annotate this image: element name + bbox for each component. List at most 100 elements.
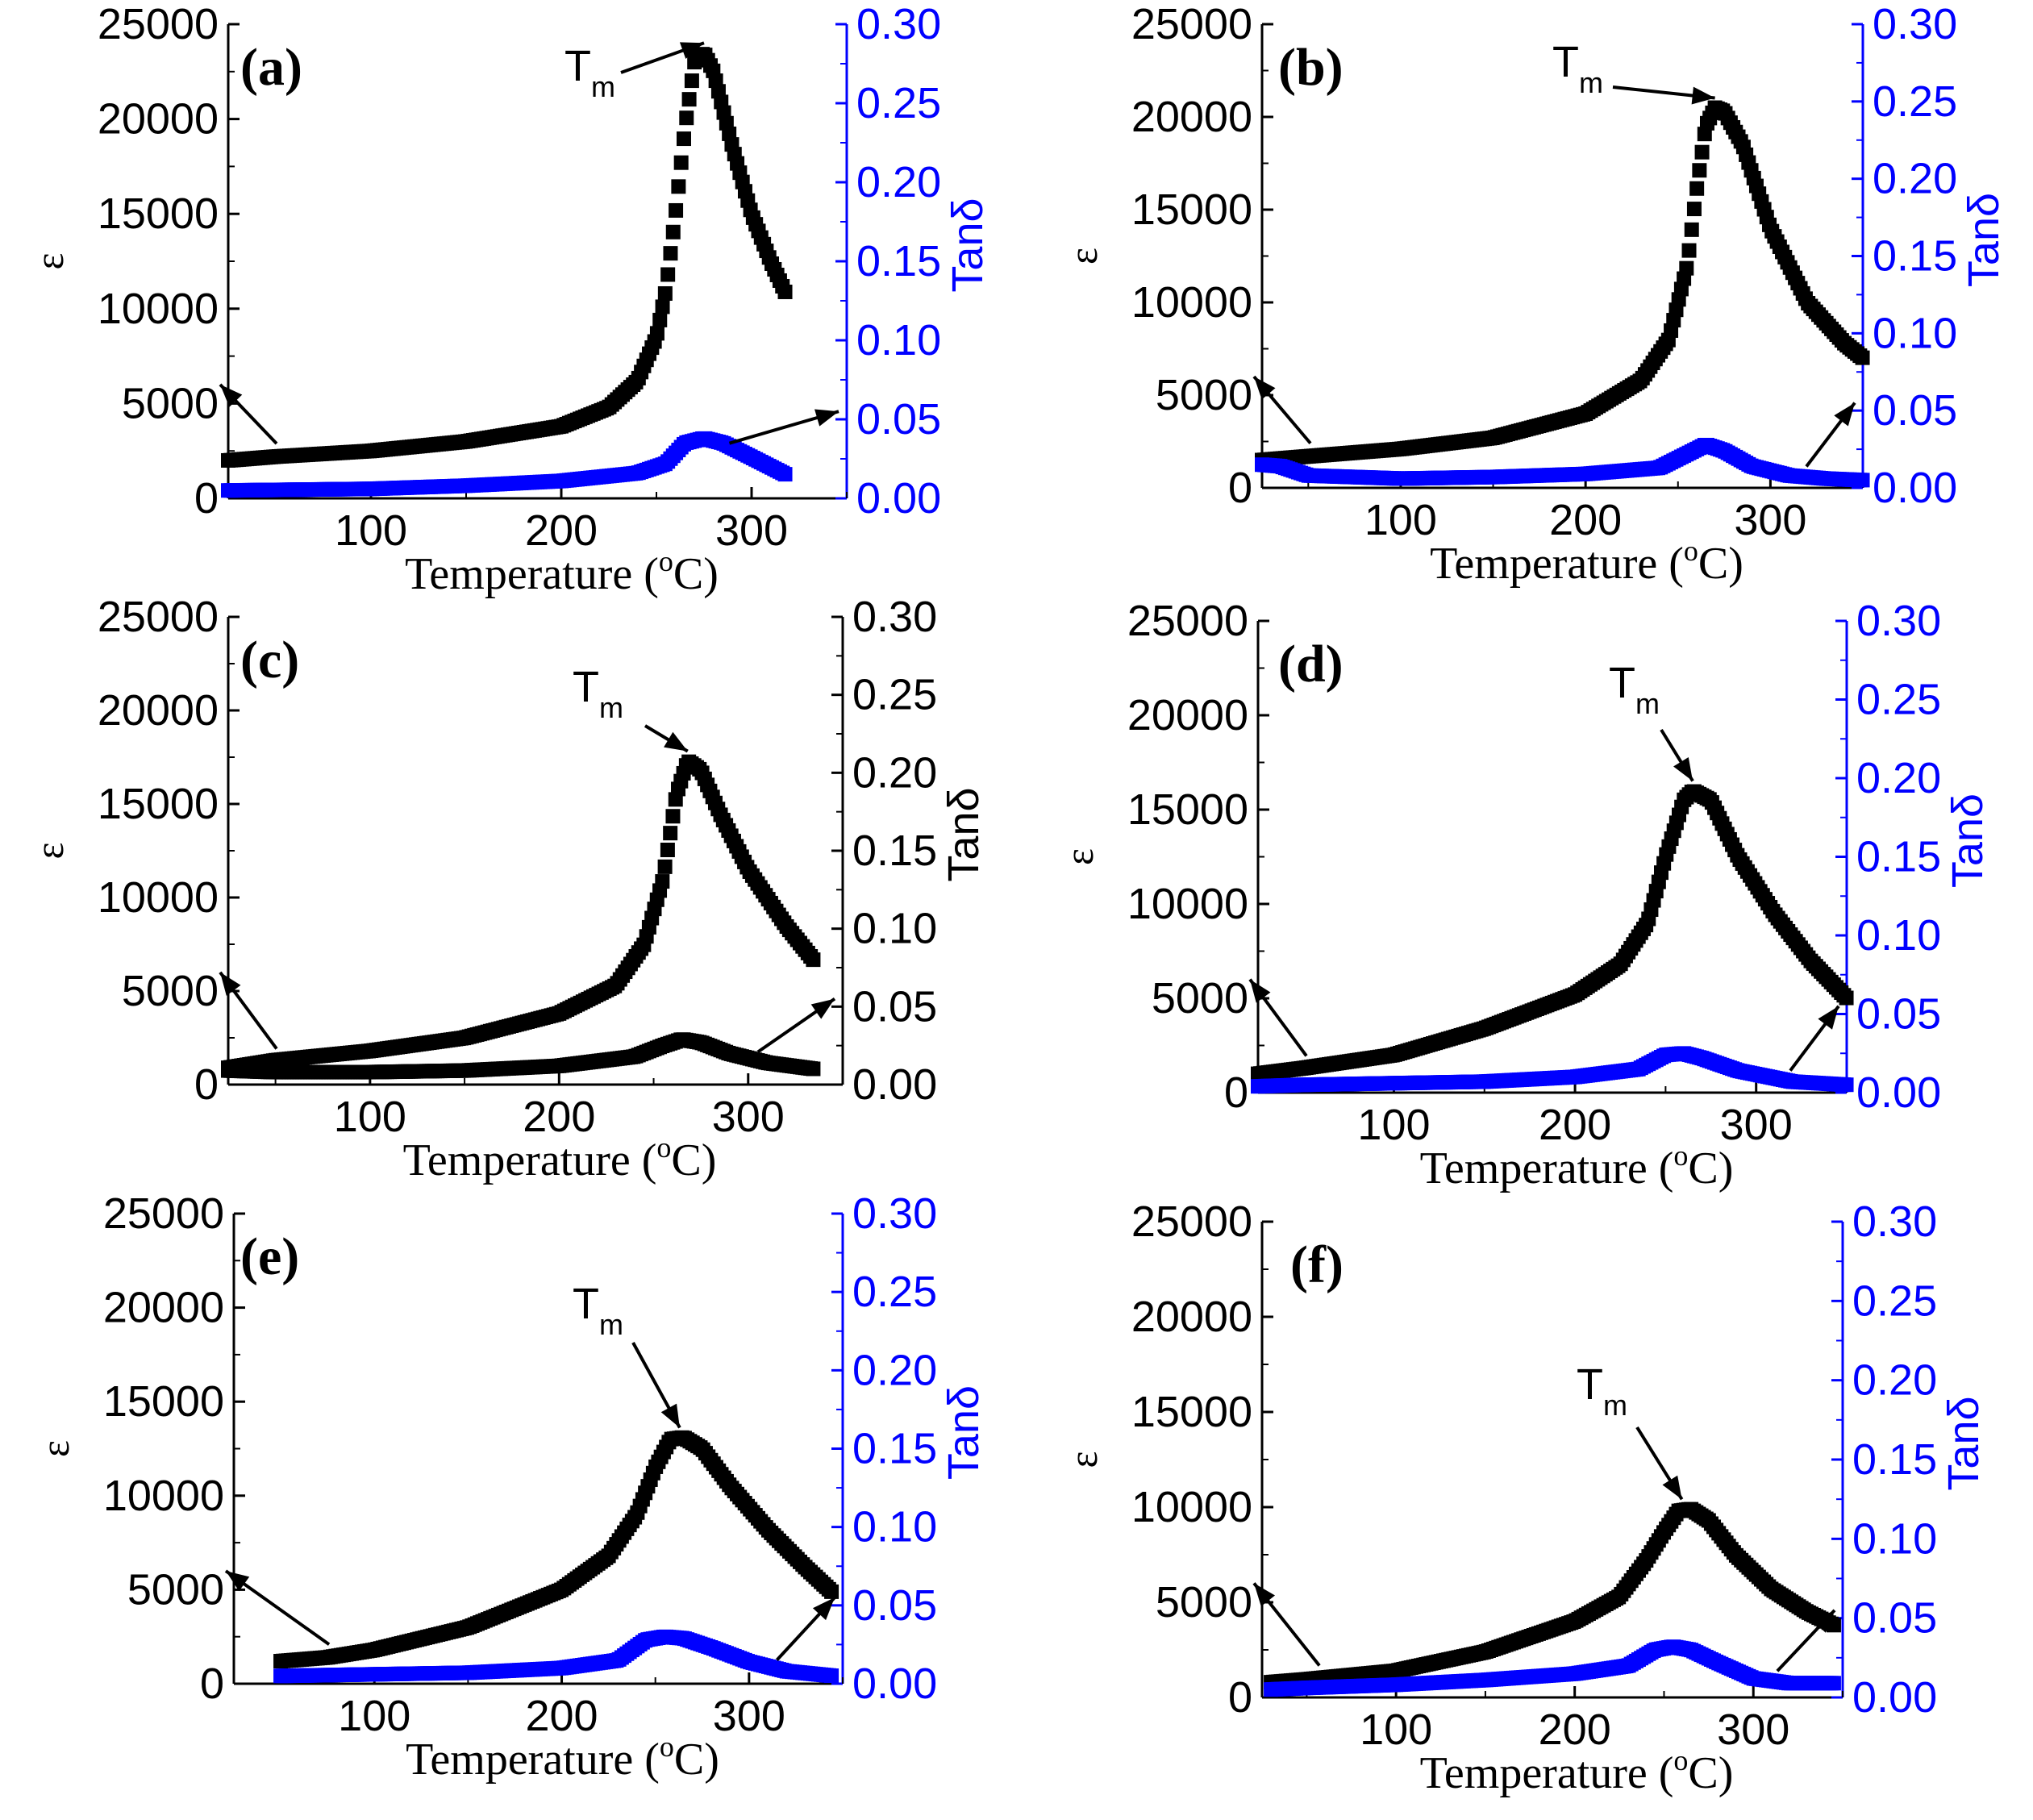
right-tick-label: 0.15 (1856, 833, 1941, 881)
left-tick-label: 25000 (98, 0, 219, 48)
right-tick-label: 0.20 (856, 158, 941, 206)
left-tick-label: 5000 (127, 1565, 224, 1614)
panel-label: (e) (240, 1227, 299, 1286)
x-axis-label: Temperature (oC) (406, 1730, 719, 1785)
eps-point (1684, 222, 1699, 237)
right-tick-label: 0.05 (1856, 990, 1941, 1039)
left-tick-label: 25000 (98, 593, 219, 641)
tm-label: Tm (573, 1280, 623, 1341)
series-epsilon (221, 47, 793, 468)
bottom-tick-label: 200 (1539, 1101, 1611, 1149)
left-tick-label: 10000 (1131, 1483, 1252, 1531)
eps-point (684, 73, 699, 89)
right-axis-pointer-arrow (1776, 1609, 1836, 1672)
eps-point (657, 285, 673, 301)
left-axis-pointer-arrow (1248, 978, 1308, 1057)
right-tick-label: 0.25 (852, 671, 937, 719)
eps-point (1826, 1618, 1841, 1633)
eps-point (1686, 202, 1702, 217)
bottom-tick-label: 100 (1357, 1101, 1430, 1149)
left-tick-label: 10000 (1131, 278, 1252, 327)
y-axis-label-right: Tanδ (939, 787, 988, 881)
eps-point (1681, 243, 1697, 258)
y-axis-label-left: ε (1060, 1451, 1106, 1468)
tan-point (777, 467, 793, 482)
left-tick-label: 25000 (1131, 1197, 1252, 1246)
left-tick-label: 15000 (1131, 185, 1252, 234)
y-axis-label-left: ε (27, 843, 72, 860)
series-tan-delta (221, 1032, 821, 1080)
right-tick-label: 0.05 (852, 1581, 937, 1630)
eps-point (665, 809, 681, 824)
right-tick-label: 0.05 (1873, 386, 1957, 435)
chart-panel-c: 0 5000 10000 15000 20000 25000 0.00 0.05 0.10 0.1… (27, 593, 988, 1185)
eps-point (649, 326, 664, 341)
series-epsilon (221, 754, 821, 1076)
right-tick-label: 0.30 (852, 1189, 937, 1238)
tm-label: Tm (573, 663, 623, 724)
left-tick-label: 10000 (98, 285, 219, 333)
tan-point (824, 1668, 839, 1684)
tm-arrow (1635, 1426, 1684, 1501)
bottom-tick-label: 100 (1364, 496, 1437, 544)
eps-point (1692, 163, 1707, 178)
left-tick-label: 0 (1228, 1673, 1252, 1722)
left-tick-label: 20000 (103, 1284, 224, 1332)
tm-label: Tm (564, 42, 615, 103)
panel-label: (f) (1290, 1235, 1344, 1294)
eps-point (657, 859, 673, 874)
eps-point (806, 952, 821, 968)
bottom-tick-label: 200 (525, 506, 598, 555)
series-tan-delta (221, 431, 793, 498)
tm-label: Tm (1577, 1360, 1627, 1422)
bottom-tick-label: 200 (1539, 1705, 1611, 1754)
left-tick-label: 0 (1224, 1068, 1248, 1117)
series-epsilon (273, 1430, 839, 1669)
eps-point (652, 312, 668, 327)
bottom-tick-label: 300 (712, 1093, 785, 1141)
left-tick-label: 15000 (1131, 1388, 1252, 1436)
right-tick-label: 0.15 (1852, 1435, 1937, 1484)
x-axis-label: Temperature (oC) (403, 1131, 717, 1185)
y-axis-label-right: Tanδ (944, 198, 992, 292)
left-tick-label: 10000 (1127, 880, 1248, 928)
eps-point (655, 874, 670, 889)
left-tick-label: 20000 (98, 95, 219, 144)
left-tick-label: 0 (194, 474, 219, 523)
right-tick-label: 0.20 (1856, 754, 1941, 802)
panel-label: (d) (1278, 635, 1344, 693)
bottom-tick-label: 200 (525, 1692, 598, 1740)
chart-panel-a: 0 5000 10000 15000 20000 25000 0.00 0.05 0.10 0.1… (27, 0, 992, 599)
right-tick-label: 0.00 (1873, 464, 1957, 512)
tan-point (1855, 473, 1870, 488)
tm-arrow (1660, 728, 1694, 782)
panel-label: (c) (240, 631, 299, 689)
right-tick-label: 0.00 (852, 1660, 937, 1708)
y-axis-label-right: Tanδ (1943, 793, 1992, 888)
right-tick-label: 0.15 (1873, 232, 1957, 281)
right-tick-label: 0.20 (852, 748, 937, 797)
right-tick-label: 0.10 (852, 1503, 937, 1551)
right-tick-label: 0.15 (856, 237, 941, 285)
right-axis-pointer-arrow (1789, 1005, 1840, 1072)
right-tick-label: 0.10 (1852, 1514, 1937, 1563)
bottom-tick-label: 100 (338, 1692, 410, 1740)
eps-point (671, 179, 686, 194)
series-tan-delta (273, 1629, 839, 1684)
right-tick-label: 0.20 (852, 1346, 937, 1394)
eps-point (655, 299, 670, 314)
bottom-tick-label: 300 (1734, 496, 1806, 544)
eps-point (660, 267, 676, 282)
right-tick-label: 0.00 (856, 474, 941, 523)
x-axis-label: Temperature (oC) (1420, 1139, 1734, 1193)
chart-panel-e: 0 5000 10000 15000 20000 25000 0.00 0.05 0.10 0.1… (32, 1189, 988, 1785)
right-tick-label: 0.25 (1856, 676, 1941, 724)
tm-arrow (631, 1342, 681, 1429)
y-axis-label-left: ε (1056, 848, 1102, 865)
series-tan-delta (1255, 437, 1870, 488)
left-tick-label: 10000 (103, 1472, 224, 1520)
x-axis-label: Temperature (oC) (1430, 535, 1743, 589)
left-tick-label: 0 (194, 1060, 219, 1109)
left-tick-label: 25000 (1127, 597, 1248, 645)
right-tick-label: 0.30 (852, 593, 937, 641)
